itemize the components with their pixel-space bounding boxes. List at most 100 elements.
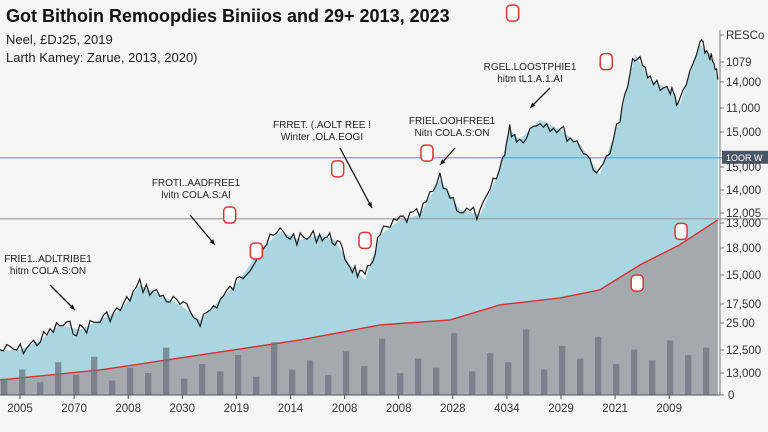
event-marker [674, 222, 688, 241]
event-marker [330, 160, 345, 178]
volume-bar [523, 329, 530, 395]
chart-subtitle-1: Neel, £Dᴊ25, 2019 [6, 32, 113, 47]
y-tick-label: 15,000 [726, 162, 761, 174]
volume-bar [235, 354, 242, 395]
annotation-line-2: hitm COLA.S:ON [10, 266, 86, 277]
volume-bar [469, 371, 476, 395]
x-tick-label: 4034 [494, 403, 520, 415]
volume-bar [397, 373, 404, 395]
annotation-arrow [189, 214, 216, 246]
volume-bar [703, 347, 710, 395]
event-marker [249, 242, 264, 260]
y-tick-label: RESCo [726, 30, 764, 42]
volume-bar [19, 369, 26, 395]
volume-bar [505, 362, 512, 395]
price-line [0, 38, 719, 356]
volume-bar [217, 371, 224, 395]
x-tick-label: 2005 [7, 403, 33, 415]
volume-bar [37, 382, 44, 395]
volume-bar [667, 340, 674, 395]
annotation-arrow [49, 284, 76, 311]
reference-label-box [722, 150, 768, 164]
x-tick-label: 2009 [656, 403, 682, 415]
y-tick-label: 15,000 [726, 127, 761, 139]
event-marker [505, 4, 520, 22]
volume-bar [649, 360, 656, 395]
y-tick-label: 13,000 [726, 218, 761, 230]
volume-bar [289, 369, 296, 395]
volume-bar [379, 338, 386, 395]
annotation-line-1: FRIEL.OOHFREE1 [409, 116, 496, 127]
x-tick-label: 2008 [332, 403, 358, 415]
annotation-line-2: Nitn COLA.S:ON [414, 128, 489, 139]
volume-bar [577, 358, 584, 395]
volume-bar [361, 365, 368, 395]
y-tick-label: 18,000 [726, 243, 761, 255]
x-tick-label: 2019 [224, 403, 250, 415]
volume-bar [253, 376, 260, 395]
volume-bar [73, 374, 80, 395]
annotation-line-1: FRIE1..ADLTRIBE1 [4, 254, 92, 265]
y-tick-label: 25.00 [726, 318, 755, 330]
arrowhead-icon [367, 202, 372, 208]
y-tick-label: 1079 [726, 57, 752, 69]
event-marker [599, 52, 613, 71]
annotation-line-1: FRRET. (.AOLT REE ! [273, 120, 371, 131]
annotation-line-1: FROTI..AADFREE1 [152, 178, 241, 189]
volume-bar [559, 345, 566, 395]
y-tick-label: 14,000 [726, 185, 761, 197]
volume-bar [127, 367, 134, 395]
x-tick-label: 2030 [170, 403, 196, 415]
y-tick-label: 12,500 [726, 345, 761, 357]
arrowhead-icon [209, 239, 215, 245]
trend-line [0, 219, 719, 381]
y-tick-label: 15,000 [726, 270, 761, 282]
volume-bar [163, 347, 170, 395]
volume-bar [307, 360, 314, 395]
event-marker [358, 231, 372, 250]
arrowhead-icon [69, 304, 75, 310]
volume-bar [325, 374, 332, 395]
volume-bar [541, 369, 548, 395]
volume-bar [181, 378, 188, 395]
volume-bar [1, 378, 8, 395]
x-tick-label: 2070 [61, 403, 87, 415]
y-tick-label: 12,005 [726, 208, 761, 220]
y-tick-label: 14,000 [726, 77, 761, 89]
annotation-line-1: RGEL.LOOSTPHIE1 [484, 62, 577, 73]
y-tick-label: 13,000 [726, 368, 761, 380]
volume-bar [271, 342, 278, 395]
volume-bar [343, 351, 350, 395]
volume-bar [433, 367, 440, 395]
volume-bar [685, 354, 692, 395]
chart-title: Got Bithoin Remoopdies Biniios and 29+ 2… [6, 6, 450, 26]
volume-bar [613, 364, 620, 395]
volume-bar [451, 333, 458, 395]
x-tick-label: 2029 [548, 403, 574, 415]
volume-bar [487, 353, 494, 395]
volume-bar [55, 362, 62, 395]
reference-label: 1OOR W [726, 153, 763, 163]
event-marker [222, 206, 237, 224]
volume-bar [415, 358, 422, 395]
x-tick-label: 2021 [602, 403, 628, 415]
x-tick-label: 2008 [386, 403, 412, 415]
volume-bar [595, 336, 602, 395]
volume-bar [145, 373, 152, 395]
volume-bar [91, 356, 98, 395]
trend-area [0, 219, 718, 395]
x-tick-label: 2014 [278, 403, 304, 415]
y-tick-label: 17,500 [726, 299, 761, 311]
volume-bar [631, 349, 638, 395]
arrowhead-icon [440, 159, 446, 165]
volume-bar [109, 380, 116, 395]
arrowhead-icon [530, 102, 536, 108]
annotation-line-2: lvitn COLA.S:AI [161, 190, 230, 201]
event-marker [630, 274, 644, 292]
annotation-line-2: hitm tL1.A.1.AI [497, 74, 563, 85]
annotation-arrow [339, 147, 373, 209]
volume-bar [199, 364, 206, 395]
x-tick-label: 2028 [440, 403, 466, 415]
